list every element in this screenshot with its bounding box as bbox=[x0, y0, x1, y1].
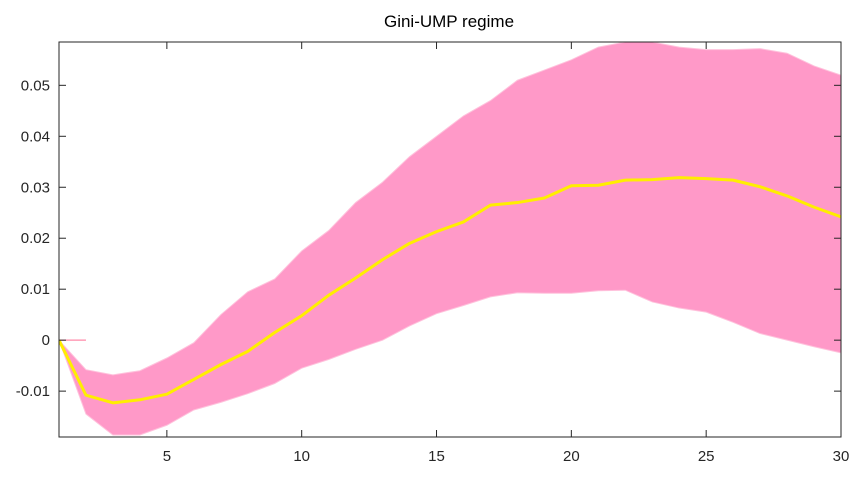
y-axis: -0.01 0 0.01 0.02 0.03 0.04 0.05 bbox=[16, 77, 841, 400]
x-tick-label: 5 bbox=[163, 448, 171, 465]
y-tick-label: 0.02 bbox=[21, 230, 50, 247]
median-response-line bbox=[59, 176, 841, 405]
y-tick-label: 0.04 bbox=[21, 128, 50, 145]
x-tick-label: 30 bbox=[833, 448, 850, 465]
axes-box bbox=[58, 41, 842, 438]
x-axis: 5 10 15 20 25 30 bbox=[163, 42, 850, 465]
y-tick-label: 0 bbox=[42, 332, 50, 349]
x-tick-label: 20 bbox=[563, 448, 580, 465]
y-tick-label: 0.01 bbox=[21, 281, 50, 298]
x-tick-label: 10 bbox=[293, 448, 310, 465]
x-tick-label: 25 bbox=[698, 448, 715, 465]
chart-title: Gini-UMP regime bbox=[384, 12, 514, 31]
y-tick-label: 0.05 bbox=[21, 77, 50, 94]
y-tick-label: -0.01 bbox=[16, 383, 50, 400]
confidence-band bbox=[59, 42, 841, 436]
plot-area bbox=[59, 42, 841, 436]
x-tick-label: 15 bbox=[428, 448, 445, 465]
y-tick-label: 0.03 bbox=[21, 179, 50, 196]
